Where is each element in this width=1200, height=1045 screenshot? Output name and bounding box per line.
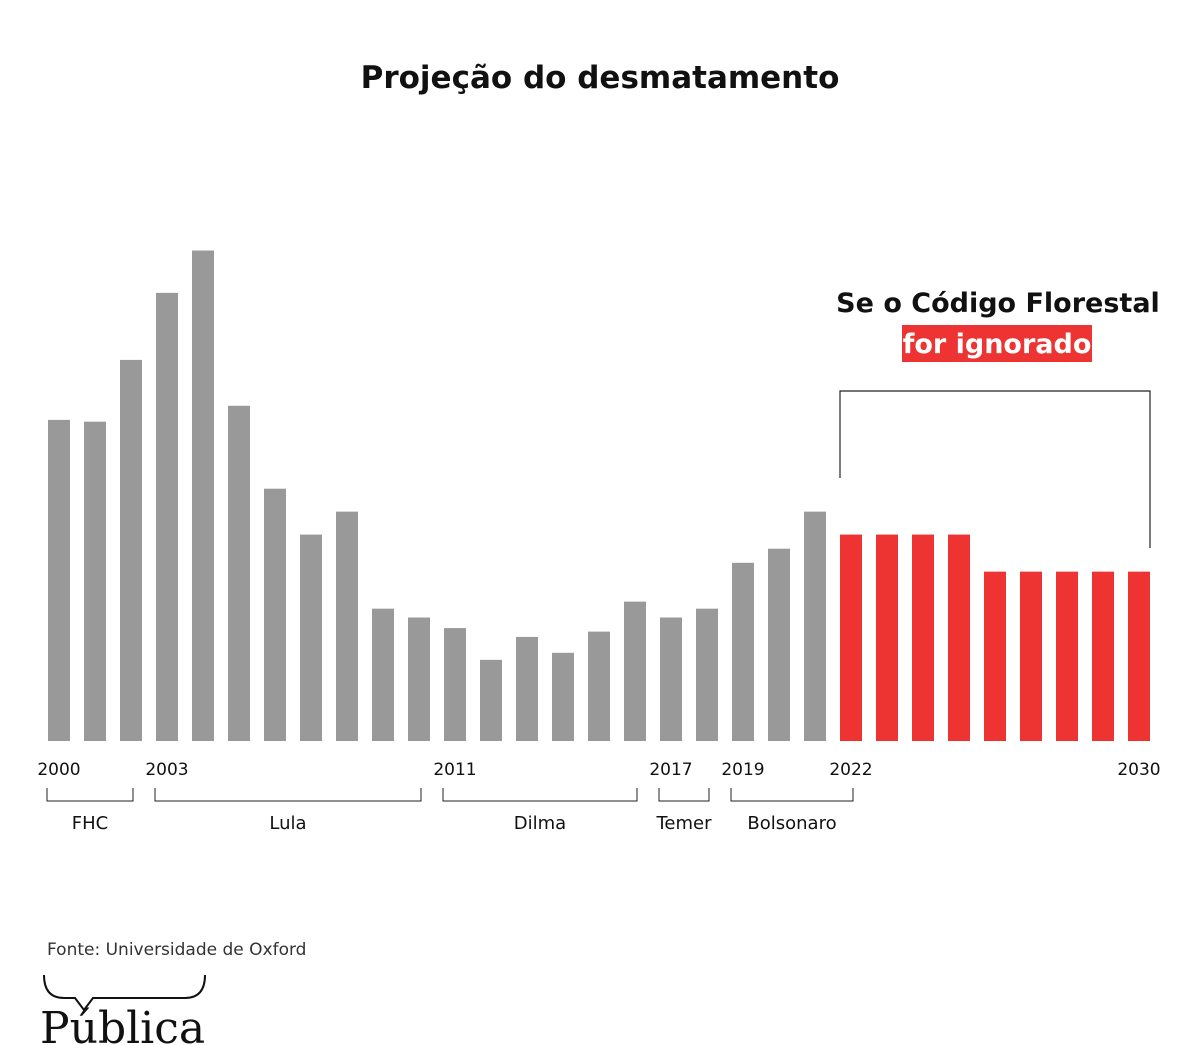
x-tick-2030: 2030: [1117, 760, 1160, 780]
era-label-temer: Temer: [655, 813, 712, 834]
bar-historical-2008: [336, 511, 358, 741]
bar-historical-2004: [192, 250, 214, 741]
source-note: Fonte: Universidade de Oxford: [47, 940, 306, 960]
bar-projection-2027: [1020, 571, 1042, 741]
bar-historical-2015: [588, 631, 610, 741]
bar-projection-2030: [1128, 571, 1150, 741]
bar-historical-2018: [696, 608, 718, 741]
bar-projection-2028: [1056, 571, 1078, 741]
logo-wordmark: Pública: [40, 1003, 205, 1045]
bar-projection-2024: [912, 534, 934, 741]
era-label-fhc: FHC: [72, 813, 108, 834]
era-bracket-fhc: [46, 788, 134, 802]
bar-historical-2019: [732, 562, 754, 741]
annotation-highlight: [902, 325, 1092, 362]
era-bracket-dilma: [442, 788, 638, 802]
bar-historical-2007: [300, 534, 322, 741]
annotation-line-1: Se o Código Florestal: [836, 288, 1160, 319]
bar-historical-2003: [156, 292, 178, 741]
era-bracket-bolsonaro: [730, 788, 854, 802]
bar-historical-2005: [228, 405, 250, 741]
bar-projection-2023: [876, 534, 898, 741]
bar-historical-2011: [444, 628, 466, 741]
bar-historical-2020: [768, 548, 790, 741]
publica-logo: Pública: [40, 974, 206, 1045]
x-tick-2019: 2019: [721, 760, 764, 780]
bar-historical-2010: [408, 617, 430, 741]
x-tick-labels: 2000 2003 2011 2017 2019 2022 2030: [37, 760, 1160, 780]
bar-projection-2026: [984, 571, 1006, 741]
x-tick-2011: 2011: [433, 760, 476, 780]
government-eras: FHC Lula Dilma Temer Bolsonaro: [46, 788, 854, 834]
bar-historical-2001: [84, 421, 106, 741]
era-label-bolsonaro: Bolsonaro: [747, 813, 836, 834]
x-tick-2017: 2017: [649, 760, 692, 780]
bar-historical-2013: [516, 636, 538, 741]
bar-historical-2006: [264, 488, 286, 741]
x-tick-2022: 2022: [829, 760, 872, 780]
bar-historical-2014: [552, 652, 574, 741]
bar-historical-2016: [624, 601, 646, 741]
bar-historical-2021: [804, 511, 826, 741]
era-label-lula: Lula: [269, 813, 306, 834]
era-label-dilma: Dilma: [514, 813, 566, 834]
bar-historical-2009: [372, 608, 394, 741]
annotation-bracket: [839, 390, 1151, 548]
era-bracket-temer: [658, 788, 710, 802]
logo-speech-bracket: [43, 974, 206, 1012]
era-bracket-lula: [154, 788, 422, 802]
bar-historical-2017: [660, 617, 682, 741]
x-tick-2000: 2000: [37, 760, 80, 780]
x-tick-2003: 2003: [145, 760, 188, 780]
annotation-line-2: for ignorado: [903, 329, 1092, 360]
bar-projection-2022: [840, 534, 862, 741]
bar-historical-2012: [480, 659, 502, 741]
bar-historical-2002: [120, 359, 142, 741]
projection-annotation: Se o Código Florestal for ignorado: [836, 288, 1160, 548]
bar-projection-2029: [1092, 571, 1114, 741]
bar-historical-2000: [48, 419, 70, 741]
chart-title: Projeção do desmatamento: [361, 60, 840, 96]
bar-projection-2025: [948, 534, 970, 741]
bar-group: [48, 250, 1150, 741]
